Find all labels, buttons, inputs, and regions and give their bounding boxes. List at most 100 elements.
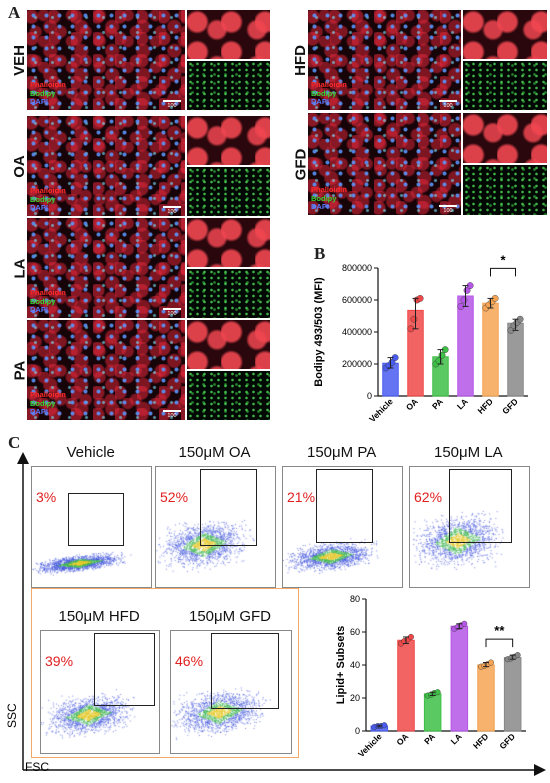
y-tick-label: 80 — [350, 594, 360, 604]
micrograph-la — [27, 218, 185, 318]
micrograph-gfd — [308, 113, 461, 215]
data-point-vehicle — [381, 722, 388, 729]
scale-bar: 100 μm — [439, 100, 457, 115]
stain-label-dapi: DAPI — [30, 305, 48, 314]
dapi-overlay — [27, 320, 185, 420]
flow-plot-title: Vehicle — [66, 444, 115, 461]
lipid-gate — [67, 493, 125, 546]
flow-plot-title: 150μM GFD — [189, 608, 271, 625]
y-tick-label: 0 — [367, 391, 372, 401]
y-tick-label: 600000 — [342, 295, 372, 305]
y-tick-label: 0 — [355, 726, 360, 736]
stain-label-phalloidin: Phalloidin — [311, 80, 347, 89]
y-tick-label: 200000 — [342, 359, 372, 369]
stain-label-bodipy: Bodipy — [311, 88, 337, 98]
scale-bar: 100 μm — [163, 308, 181, 323]
x-tick-label-hfd: HFD — [475, 396, 494, 415]
gate-percent: 52% — [160, 489, 189, 505]
stain-legend: Phalloidin Bodipy DAPI — [30, 186, 66, 213]
flow-plot-title: 150μM OA — [178, 444, 251, 461]
flow-scatter — [171, 631, 291, 753]
micrograph-hfd — [308, 10, 461, 110]
micrograph-zoom-hfd — [463, 10, 547, 59]
data-point-pa — [438, 351, 446, 359]
lipid-gate — [210, 633, 279, 709]
flow-plot-4: 39% — [40, 630, 160, 754]
scale-bar: 100 μm — [163, 100, 181, 115]
data-point-pa — [435, 357, 443, 365]
x-tick-label-gfd: GFD — [500, 396, 520, 416]
micrograph-bodipy-hfd — [463, 61, 547, 110]
row-label-gfd: GFD — [291, 148, 309, 180]
micrograph-zoom-oa — [187, 116, 270, 165]
micrograph-zoom-gfd — [463, 113, 547, 163]
y-tick-label: 20 — [350, 693, 360, 703]
flow-scatter — [410, 467, 529, 587]
gate-percent: 21% — [287, 489, 316, 505]
micrograph-pa — [27, 320, 185, 420]
row-label-hfd: HFD — [291, 44, 309, 76]
row-label-oa: OA — [10, 154, 28, 178]
x-tick-label-pa: PA — [422, 731, 437, 746]
panel-c-bar-chart: 0 20 40 60 80 Vehicle OA PA LA HFD GFD ** Lipid+ Sub… — [335, 594, 526, 759]
micrograph-bodipy-pa — [187, 371, 270, 420]
y-axis-label: Lipid+ Subsets — [335, 626, 347, 705]
fsc-axis-label: FSC — [25, 760, 49, 774]
row-label-veh: VEH — [10, 44, 28, 76]
stain-label-phalloidin: Phalloidin — [30, 80, 66, 89]
panel-c-letter: C — [8, 433, 21, 452]
gate-percent: 62% — [414, 489, 443, 505]
micrograph-zoom-veh — [187, 10, 270, 59]
significance-label: ** — [494, 623, 505, 638]
dapi-overlay — [27, 116, 185, 216]
micrograph-veh — [27, 10, 185, 110]
stain-label-phalloidin: Phalloidin — [30, 288, 66, 297]
panel-b-letter: B — [314, 244, 326, 263]
stain-label-phalloidin: Phalloidin — [311, 185, 347, 194]
lipid-gate — [200, 469, 257, 546]
scale-bar: 100 μm — [439, 205, 457, 220]
hfd-gfd-highlight-box — [31, 588, 299, 758]
stain-label-dapi: DAPI — [30, 407, 48, 416]
stain-label-dapi: DAPI — [311, 97, 329, 106]
stain-label-dapi: DAPI — [311, 202, 329, 211]
flow-plot-0: 3% — [31, 466, 152, 588]
scale-bar: 100 μm — [163, 410, 181, 425]
x-tick-label-la: LA — [449, 731, 464, 746]
x-tick-label-hfd: HFD — [471, 731, 490, 750]
bar-hfd — [482, 302, 499, 397]
significance-bracket — [490, 267, 516, 277]
flow-plot-title: 150μM PA — [307, 444, 377, 461]
x-tick-label-gfd: GFD — [497, 731, 517, 751]
dapi-overlay — [308, 113, 461, 215]
dapi-overlay — [27, 218, 185, 318]
stain-label-bodipy: Bodipy — [30, 398, 56, 408]
significance-label: * — [500, 252, 506, 267]
flow-scatter — [32, 467, 151, 587]
gate-percent: 39% — [45, 653, 74, 669]
stain-label-bodipy: Bodipy — [311, 193, 337, 203]
stain-legend: Phalloidin Bodipy DAPI — [30, 390, 66, 417]
y-axis-label: Bodipy 493/503 (MFI) — [313, 277, 325, 387]
stain-label-bodipy: Bodipy — [30, 296, 56, 306]
dapi-overlay — [27, 10, 185, 110]
flow-plot-5: 46% — [170, 630, 292, 754]
panel-a-letter: A — [8, 3, 21, 22]
bar-hfd — [477, 664, 495, 732]
gate-percent: 3% — [36, 489, 57, 505]
y-tick-label: 40 — [350, 660, 360, 670]
micrograph-bodipy-veh — [187, 61, 270, 110]
stain-legend: Phalloidin Bodipy DAPI — [311, 80, 347, 107]
bar-pa — [423, 693, 442, 732]
x-tick-label-oa: OA — [404, 396, 420, 412]
micrograph-oa — [27, 116, 185, 216]
stain-label-dapi: DAPI — [30, 203, 48, 212]
bar-gfd — [507, 322, 524, 397]
x-tick-label-vehicle: Vehicle — [356, 731, 384, 759]
panel-c-axes — [17, 452, 546, 776]
lipid-gate — [449, 469, 512, 544]
stain-legend: Phalloidin Bodipy DAPI — [30, 80, 66, 107]
flow-scatter — [41, 631, 159, 753]
micrograph-bodipy-oa — [187, 167, 270, 216]
